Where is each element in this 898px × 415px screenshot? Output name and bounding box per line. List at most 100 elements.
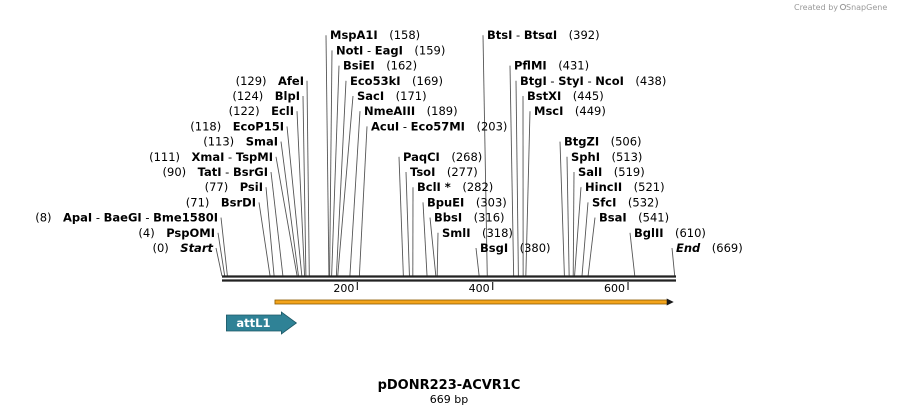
site-label: BtgI - StyI - NcoI (438) xyxy=(520,74,666,88)
site-bsgi[interactable]: BsgI (380) xyxy=(480,241,551,255)
feature-attl1[interactable]: attL1 xyxy=(226,311,298,335)
snapgene-credit: SnapGene xyxy=(846,3,887,12)
site-tati[interactable]: (90) TatI - BsrGI xyxy=(163,165,268,179)
site-position: (118) xyxy=(190,119,232,133)
enzyme-name: BsgI xyxy=(480,241,508,255)
enzyme-name: SalI xyxy=(578,165,602,179)
site-apai[interactable]: (8) ApaI - BaeGI - Bme1580I xyxy=(35,211,218,225)
site-start[interactable]: (0) Start xyxy=(152,241,213,255)
enzyme-name: TspMI xyxy=(236,150,273,164)
site-eco53ki[interactable]: Eco53kI (169) xyxy=(350,74,443,88)
site-label: BsgI (380) xyxy=(480,241,551,255)
site-position: (506) xyxy=(599,135,641,149)
site-connector xyxy=(525,111,531,277)
site-label: SfcI (532) xyxy=(592,195,659,209)
site-connector xyxy=(296,111,306,277)
site-smai[interactable]: (113) SmaI xyxy=(203,135,278,149)
site-position: (541) xyxy=(627,211,669,225)
site-bstxi[interactable]: BstXI (445) xyxy=(527,89,604,103)
site-btgi[interactable]: BtgI - StyI - NcoI (438) xyxy=(520,74,666,88)
site-label: BsiEI (162) xyxy=(343,59,417,73)
enzyme-name: BsrGI xyxy=(233,165,268,179)
enzyme-name: MspA1I xyxy=(330,28,378,42)
site-btgzi[interactable]: BtgZI (506) xyxy=(564,135,642,149)
site-sphi[interactable]: SphI (513) xyxy=(571,150,642,164)
site-connector xyxy=(349,111,361,277)
site-bcli[interactable]: BclI * (282) xyxy=(417,180,493,194)
enzyme-name: EagI xyxy=(375,43,403,57)
site-bsiei[interactable]: BsiEI (162) xyxy=(343,59,417,73)
site-position: (159) xyxy=(403,43,445,57)
site-xmai[interactable]: (111) XmaI - TspMI xyxy=(149,150,273,164)
site-psii[interactable]: (77) PsiI xyxy=(205,180,263,194)
site-afei[interactable]: (129) AfeI xyxy=(236,74,304,88)
site-connector xyxy=(509,65,515,277)
site-sali[interactable]: SalI (519) xyxy=(578,165,645,179)
site-connector xyxy=(220,217,228,277)
sequence-backbone xyxy=(222,275,676,282)
site-pflmi[interactable]: PflMI (431) xyxy=(514,59,589,73)
site-connectors xyxy=(215,35,676,277)
features: attL1 xyxy=(226,311,298,335)
site-bpuei[interactable]: BpuEI (303) xyxy=(427,195,507,209)
site-connector xyxy=(429,217,437,277)
site-blpi[interactable]: (124) BlpI xyxy=(232,89,300,103)
site-connector xyxy=(337,95,354,277)
site-label: SphI (513) xyxy=(571,150,642,164)
orf-arrow[interactable] xyxy=(274,298,674,306)
site-connector xyxy=(329,50,333,277)
site-nmeaiii[interactable]: NmeAIII (189) xyxy=(364,104,458,118)
site-connector xyxy=(265,187,275,277)
site-bglii[interactable]: BglII (610) xyxy=(634,226,706,240)
site-label: (77) PsiI xyxy=(205,180,263,194)
site-separator: - xyxy=(399,119,410,133)
site-ecop15i[interactable]: (118) EcoP15I xyxy=(190,119,284,133)
site-label: (8) ApaI - BaeGI - Bme1580I xyxy=(35,211,218,225)
site-connector xyxy=(515,80,519,277)
site-pspomi[interactable]: (4) PspOMI xyxy=(138,226,215,240)
enzyme-name: MscI xyxy=(534,104,563,118)
site-label: NotI - EagI (159) xyxy=(336,43,445,57)
site-paqci[interactable]: PaqCI (268) xyxy=(403,150,482,164)
site-tsoi[interactable]: TsoI (277) xyxy=(410,165,478,179)
site-label: (118) EcoP15I xyxy=(190,119,284,133)
enzyme-name: NotI xyxy=(336,43,363,57)
site-position: (0) xyxy=(152,241,180,255)
site-label: (124) BlpI xyxy=(232,89,300,103)
site-position: (392) xyxy=(557,28,599,42)
site-hincii[interactable]: HincII (521) xyxy=(585,180,665,194)
site-end[interactable]: End (669) xyxy=(676,241,743,255)
site-acui[interactable]: AcuI - Eco57MI (203) xyxy=(371,119,507,133)
site-mspa1i[interactable]: MspA1I (158) xyxy=(330,28,420,42)
site-connector xyxy=(581,202,589,277)
site-bsrdi[interactable]: (71) BsrDI xyxy=(186,195,256,209)
enzyme-name: SphI xyxy=(571,150,600,164)
site-position: (513) xyxy=(600,150,642,164)
site-connector xyxy=(574,187,582,277)
site-position: (380) xyxy=(508,241,550,255)
enzyme-name: StyI xyxy=(558,74,584,88)
enzyme-name: Start xyxy=(180,241,213,255)
site-separator: - xyxy=(222,165,233,179)
site-smli[interactable]: SmlI (318) xyxy=(442,226,513,240)
site-noti[interactable]: NotI - EagI (159) xyxy=(336,43,445,57)
site-label: AcuI - Eco57MI (203) xyxy=(371,119,507,133)
site-bbsi[interactable]: BbsI (316) xyxy=(434,211,505,225)
site-connector xyxy=(482,35,488,277)
enzyme-name: PaqCI xyxy=(403,150,440,164)
enzyme-name: EcoP15I xyxy=(233,119,284,133)
site-sfci[interactable]: SfcI (532) xyxy=(592,195,659,209)
site-msci[interactable]: MscI (449) xyxy=(534,104,606,118)
enzyme-name: Eco57MI xyxy=(411,119,465,133)
site-ecli[interactable]: (122) EclI xyxy=(229,104,294,118)
site-label: BglII (610) xyxy=(634,226,706,240)
site-position: (162) xyxy=(375,59,417,73)
enzyme-name: BstXI xyxy=(527,89,561,103)
site-connector xyxy=(422,202,428,277)
site-btsi[interactable]: BtsI - BtsαI (392) xyxy=(487,28,600,42)
site-connector xyxy=(306,80,310,277)
site-bsai[interactable]: BsaI (541) xyxy=(599,211,669,225)
site-position: (438) xyxy=(624,74,666,88)
enzyme-name: BlpI xyxy=(275,89,300,103)
site-saci[interactable]: SacI (171) xyxy=(357,89,427,103)
